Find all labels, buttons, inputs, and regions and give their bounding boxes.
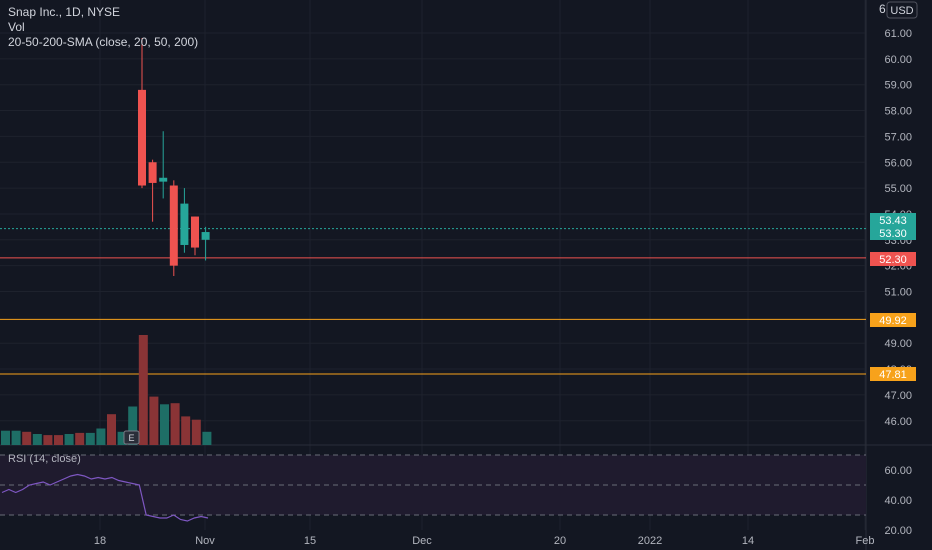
price-tag-label: 52.30 [879, 254, 907, 266]
volume-bar [191, 419, 201, 445]
rsi-axis-label: 60.00 [884, 465, 912, 477]
price-tag-label: 53.43 [879, 215, 907, 227]
sma-label[interactable]: 20-50-200-SMA (close, 20, 50, 200) [8, 35, 198, 49]
volume-bar [138, 335, 148, 445]
candle-body[interactable] [148, 162, 157, 183]
currency-button-label: USD [890, 5, 913, 17]
volume-bar [160, 404, 169, 445]
vol-label[interactable]: Vol [8, 20, 25, 34]
time-axis-label: Dec [412, 535, 432, 547]
price-tag-label: 53.30 [879, 228, 907, 240]
price-tag [870, 226, 916, 240]
price-axis-label: 56.00 [884, 157, 912, 169]
candlestick-series[interactable] [138, 38, 210, 276]
volume-bar [75, 432, 85, 445]
price-tag-label: 49.92 [879, 315, 907, 327]
price-axis[interactable]: 61.0060.0059.0058.0057.0056.0055.0054.00… [884, 28, 912, 537]
price-axis-label: 59.00 [884, 80, 912, 92]
candle-body[interactable] [201, 232, 210, 240]
candle-body[interactable] [138, 89, 146, 186]
volume-bar [202, 431, 212, 445]
rsi-axis-label: 20.00 [884, 525, 912, 537]
symbol-title[interactable]: Snap Inc., 1D, NYSE [8, 5, 120, 19]
volume-bar [11, 430, 21, 445]
time-axis-label: 18 [94, 535, 106, 547]
volume-bar [64, 434, 74, 445]
volume-bars: E [1, 335, 212, 445]
price-axis-label: 47.00 [884, 390, 912, 402]
volume-bar [117, 431, 127, 445]
candle-body[interactable] [180, 203, 189, 245]
candle-body[interactable] [169, 185, 178, 266]
volume-bar [128, 406, 138, 445]
top-right-glyph: 6 [879, 2, 886, 16]
earnings-marker-label: E [128, 433, 134, 443]
volume-bar [54, 435, 63, 445]
time-axis-label: Feb [856, 535, 875, 547]
price-tag [870, 313, 916, 327]
price-axis-label: 60.00 [884, 54, 912, 66]
volume-bar [22, 431, 32, 445]
volume-bar [149, 396, 159, 445]
price-axis-label: 55.00 [884, 183, 912, 195]
volume-bar [181, 416, 191, 445]
volume-bar [32, 434, 42, 445]
time-axis[interactable]: 18 Nov 15 Dec 20 2022 14 Feb [94, 535, 875, 547]
price-tag [870, 213, 916, 227]
earnings-marker[interactable] [123, 430, 140, 445]
rsi-axis-label: 40.00 [884, 495, 912, 507]
time-axis-label: 15 [304, 535, 316, 547]
time-axis-label: Nov [195, 535, 215, 547]
volume-bar [1, 430, 10, 445]
volume-bar [85, 432, 95, 445]
time-axis-label: 20 [554, 535, 566, 547]
price-tag [870, 367, 916, 381]
rsi-label[interactable]: RSI (14, close) [8, 453, 81, 465]
volume-bar [107, 414, 116, 445]
volume-bar [43, 435, 53, 445]
time-axis-label: 14 [742, 535, 754, 547]
horizontal-lines[interactable] [0, 228, 866, 375]
candle-body[interactable] [191, 216, 199, 248]
candle-body[interactable] [159, 177, 168, 182]
price-axis-label: 49.00 [884, 338, 912, 350]
currency-button[interactable] [886, 1, 918, 19]
volume-bar [170, 403, 180, 445]
price-axis-label: 51.00 [884, 287, 912, 299]
rsi-line [1, 473, 209, 522]
price-axis-label: 46.00 [884, 416, 912, 428]
price-axis-label: 58.00 [884, 106, 912, 118]
price-tag [870, 252, 916, 266]
price-tag-label: 47.81 [879, 369, 907, 381]
price-axis-label: 57.00 [884, 131, 912, 143]
volume-bar [96, 428, 106, 445]
rsi-pane[interactable] [0, 454, 866, 522]
time-axis-label: 2022 [638, 535, 662, 547]
price-axis-label: 61.00 [884, 28, 912, 40]
